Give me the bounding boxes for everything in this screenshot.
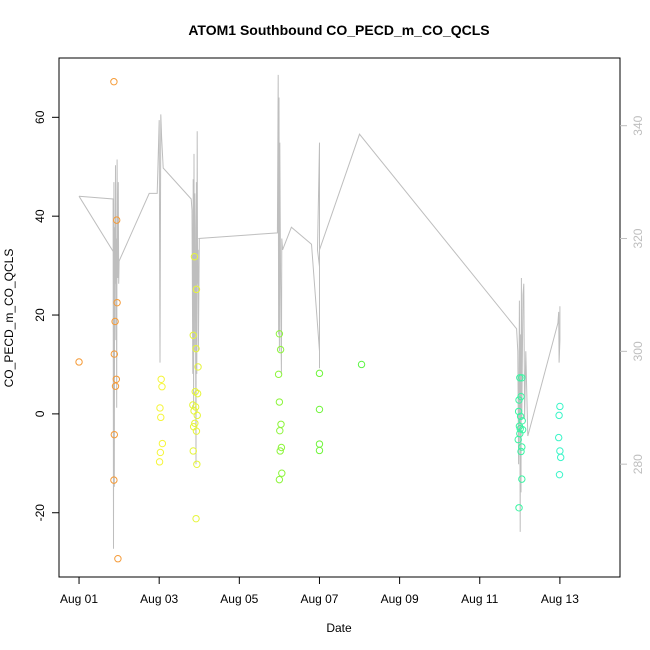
data-point: [276, 447, 284, 455]
data-point: [518, 443, 526, 451]
data-point: [514, 407, 523, 416]
data-point: [158, 439, 167, 448]
y-tick-label: 0: [33, 410, 47, 417]
data-point: [155, 458, 164, 466]
data-point: [191, 403, 200, 411]
data-point: [515, 504, 523, 512]
data-point: [75, 358, 83, 366]
data-point: [518, 374, 526, 382]
data-point: [518, 475, 526, 483]
x-tick-label: Aug 03: [140, 592, 178, 606]
data-point: [112, 375, 121, 383]
data-point: [191, 387, 199, 396]
data-point: [111, 382, 120, 390]
data-point: [517, 447, 525, 456]
data-point: [157, 375, 165, 383]
data-point: [111, 317, 119, 326]
data-point: [113, 216, 121, 224]
data-point: [192, 427, 201, 435]
co-qcls-line: [78, 74, 561, 549]
data-point: [190, 253, 199, 261]
data-point: [114, 555, 122, 563]
x-axis-label: Date: [326, 621, 352, 635]
data-point: [276, 426, 284, 435]
data-point: [110, 78, 118, 86]
data-point: [277, 443, 286, 452]
data-point: [192, 514, 200, 523]
data-point: [158, 383, 166, 391]
y2-tick-label: 340: [631, 115, 645, 135]
data-point: [191, 419, 199, 427]
y2-tick-label: 280: [631, 454, 645, 474]
y-axis-label: CO_PECD_m_CO_QCLS: [2, 249, 16, 388]
data-point: [514, 435, 522, 444]
data-point: [516, 374, 524, 382]
data-point: [110, 430, 118, 439]
data-point: [156, 404, 164, 412]
y-tick-label: 40: [33, 209, 47, 223]
chart-title: ATOM1 Southbound CO_PECD_m_CO_QCLS: [188, 22, 489, 38]
data-point: [556, 402, 564, 411]
data-point: [278, 469, 286, 477]
x-tick-label: Aug 05: [220, 592, 258, 606]
data-point: [113, 298, 121, 307]
y2-tick-label: 320: [631, 228, 645, 248]
y-tick-label: -20: [33, 504, 47, 522]
y-tick-label: 60: [33, 110, 47, 124]
x-tick-label: Aug 09: [381, 592, 419, 606]
y-tick-label: 20: [33, 308, 47, 322]
data-point: [156, 448, 165, 457]
data-point: [315, 369, 324, 378]
data-point: [193, 411, 201, 420]
data-point: [193, 460, 201, 469]
data-point: [274, 370, 283, 379]
data-point: [193, 389, 202, 398]
data-point: [192, 344, 200, 353]
x-tick-label: Aug 01: [60, 592, 98, 606]
data-point: [275, 475, 284, 484]
data-point: [192, 285, 201, 294]
plot-area: Aug 01 Aug 03 Aug 05 Aug 07 Aug 09 Aug 11 Aug …: [33, 57, 645, 606]
data-point: [110, 350, 118, 358]
data-point: [315, 405, 324, 414]
data-point: [157, 413, 165, 422]
x-tick-label: Aug 07: [300, 592, 338, 606]
data-point: [555, 470, 564, 479]
x-tick-label: Aug 11: [461, 592, 498, 606]
data-point: [516, 412, 525, 421]
data-point: [275, 330, 284, 338]
data-point: [357, 360, 366, 369]
data-point: [315, 446, 324, 455]
data-point: [515, 396, 523, 404]
data-point: [554, 433, 563, 442]
data-point: [276, 345, 285, 354]
data-point: [556, 453, 565, 462]
data-point: [189, 331, 197, 339]
data-point: [110, 476, 118, 484]
data-point: [194, 363, 202, 371]
data-point: [275, 398, 284, 406]
x-tick-label: Aug 13: [541, 592, 579, 606]
data-point: [189, 447, 197, 455]
y2-tick-label: 300: [631, 341, 645, 361]
data-point: [555, 411, 563, 420]
